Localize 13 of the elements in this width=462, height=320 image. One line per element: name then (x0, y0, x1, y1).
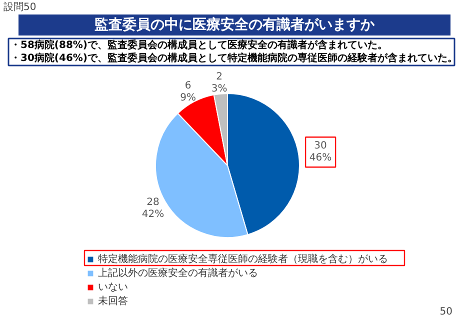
legend-label: 上記以外の医療安全の有識者がいる (98, 266, 258, 280)
legend-label: 特定機能病院の医療安全専従医師の経験者（現職を含む）がいる (98, 252, 388, 266)
text: ・30病院(46%)で、監査委員会の構成員として特定機能病院の専従医師の経験者が含まれていた。 (10, 52, 458, 64)
data-label: 6 9% (180, 80, 196, 104)
data-label: 28 42% (142, 196, 164, 220)
legend-label: 未回答 (98, 294, 128, 308)
text: 設問50 (4, 1, 36, 13)
data-label: 30 46% (309, 140, 332, 164)
text: ・58病院(88%)で、監査委員会の構成員として医療安全の有識者が含まれていた。 (10, 39, 388, 51)
text: 50 (440, 306, 453, 318)
data-label: 2 3% (211, 71, 228, 94)
chart-title: 監査委員の中に医療安全の有識者がいますか (94, 16, 376, 33)
legend-label: いない (98, 281, 128, 294)
